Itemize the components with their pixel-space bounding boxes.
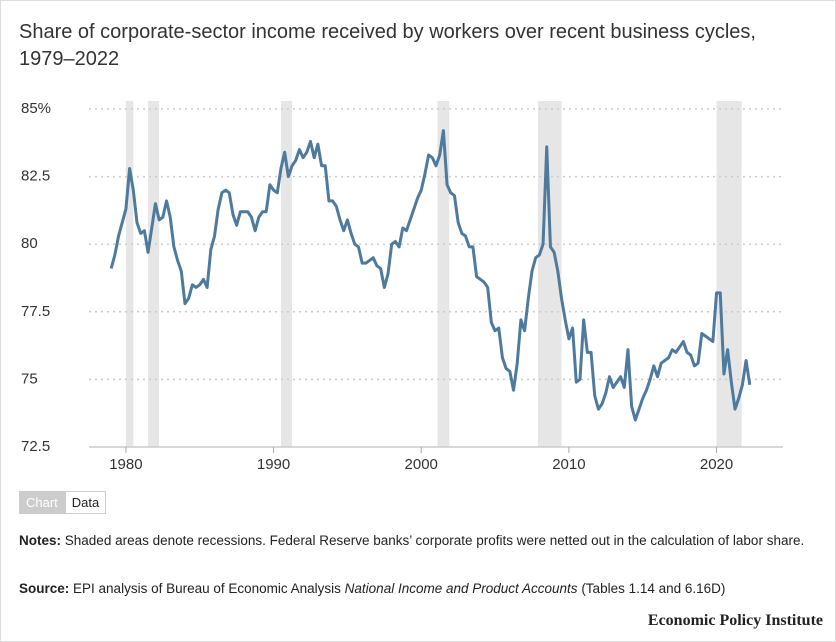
source-italic: National Income and Product Accounts <box>344 581 578 596</box>
tabs: Chart Data <box>19 491 107 514</box>
footer: Economic Policy Institute <box>647 612 823 629</box>
y-tick-label: 77.5 <box>21 303 50 320</box>
y-tick-label: 85% <box>21 100 51 117</box>
series-line <box>109 129 752 422</box>
source-text: (Tables 1.14 and 6.16D) <box>577 581 726 596</box>
notes-text: Shaded areas denote recessions. Federal … <box>64 533 805 548</box>
source-label: Source: <box>19 581 70 596</box>
recession-band <box>148 101 160 447</box>
x-tick-label: 2010 <box>552 456 585 473</box>
x-tick-label: 1990 <box>257 456 290 473</box>
recession-band <box>125 101 134 447</box>
tab-chart[interactable]: Chart <box>19 491 65 514</box>
y-tick-label: 82.5 <box>21 168 50 185</box>
x-tick-label: 2000 <box>405 456 438 473</box>
y-tick-label: 80 <box>21 235 38 252</box>
source-text: EPI analysis of Bureau of Economic Analy… <box>73 581 345 596</box>
notes-label: Notes: <box>19 533 62 548</box>
chart-title: Share of corporate-sector income receive… <box>19 21 756 70</box>
y-tick-label: 72.5 <box>21 438 50 455</box>
recession-band <box>437 101 450 447</box>
recession-band <box>280 101 293 447</box>
chart: 72.5 75 77.5 80 82.5 85% 1980 1990 2000 2010 2020 <box>21 100 783 473</box>
recession-band <box>716 101 742 447</box>
tab-data[interactable]: Data <box>64 491 107 514</box>
x-tick-label: 2020 <box>700 456 733 473</box>
source: Source: EPI analysis of Bureau of Econom… <box>19 579 819 599</box>
y-tick-label: 75 <box>21 370 38 387</box>
notes: Notes: Shaded areas denote recessions. F… <box>19 531 819 551</box>
x-tick-label: 1980 <box>109 456 142 473</box>
